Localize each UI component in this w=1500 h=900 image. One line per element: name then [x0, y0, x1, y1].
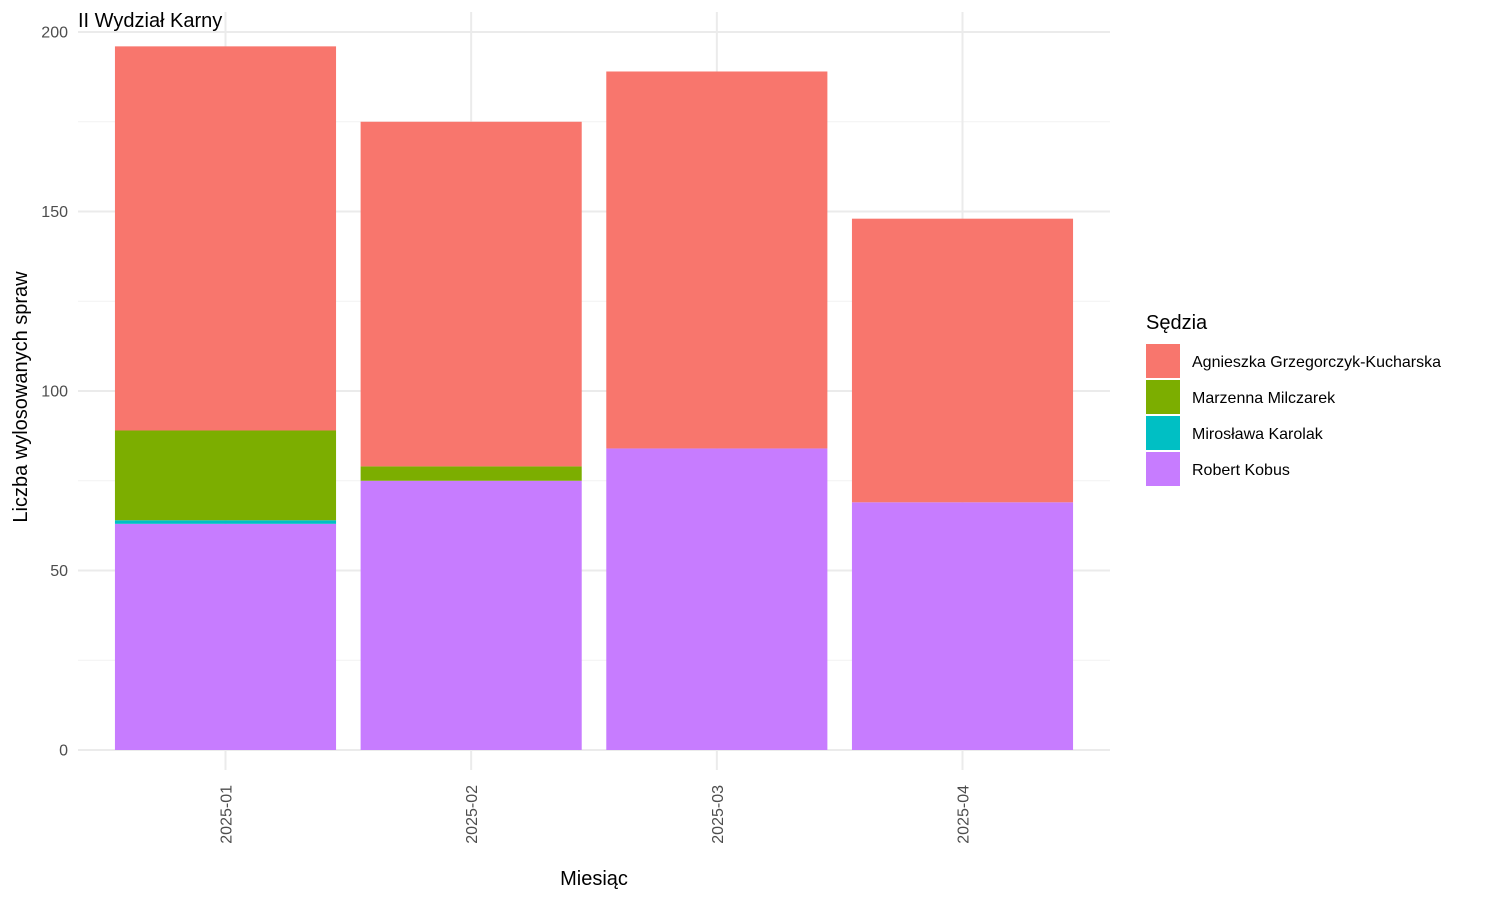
- x-tick-label: 2025-02: [464, 785, 481, 844]
- bar-segment: [851, 218, 1074, 503]
- x-tick-label: 2025-03: [710, 785, 727, 844]
- legend-items: Agnieszka Grzegorczyk-Kucharska Marzenna …: [1146, 344, 1441, 486]
- y-tick-label: 100: [41, 384, 68, 401]
- x-axis-ticks: 2025-01 2025-02 2025-03 2025-04: [219, 785, 973, 844]
- bars: [114, 46, 1074, 750]
- y-axis-ticks: 0 50 100 150 200: [41, 25, 68, 760]
- legend-label: Marzenna Milczarek: [1192, 390, 1336, 407]
- legend: Sędzia Agnieszka Grzegorczyk-Kucharska Ma…: [1146, 312, 1441, 486]
- x-tick-label: 2025-01: [219, 785, 236, 844]
- bar-segment: [360, 480, 582, 750]
- legend-label: Agnieszka Grzegorczyk-Kucharska: [1192, 354, 1441, 371]
- legend-title: Sędzia: [1146, 312, 1208, 334]
- legend-swatch: [1146, 380, 1180, 414]
- bar-segment: [114, 46, 337, 431]
- legend-swatch: [1146, 344, 1180, 378]
- bar-segment: [606, 448, 828, 750]
- legend-label: Mirosława Karolak: [1192, 426, 1324, 443]
- bar-segment: [360, 121, 582, 467]
- bar-segment: [114, 520, 337, 524]
- y-tick-label: 150: [41, 204, 68, 221]
- x-axis-title: Miesiąc: [560, 868, 628, 890]
- bar-segment: [606, 71, 828, 449]
- legend-label: Robert Kobus: [1192, 462, 1290, 479]
- bar-segment: [114, 523, 337, 750]
- y-tick-label: 200: [41, 25, 68, 42]
- y-tick-label: 0: [59, 743, 68, 760]
- chart-title: II Wydział Karny: [78, 10, 222, 32]
- legend-swatch: [1146, 416, 1180, 450]
- bar-segment: [114, 430, 337, 521]
- x-tick-label: 2025-04: [956, 785, 973, 844]
- y-axis-title: Liczba wylosowanych spraw: [10, 271, 32, 523]
- y-tick-label: 50: [50, 563, 68, 580]
- legend-swatch: [1146, 452, 1180, 486]
- bar-segment: [851, 502, 1074, 750]
- bar-segment: [360, 466, 582, 481]
